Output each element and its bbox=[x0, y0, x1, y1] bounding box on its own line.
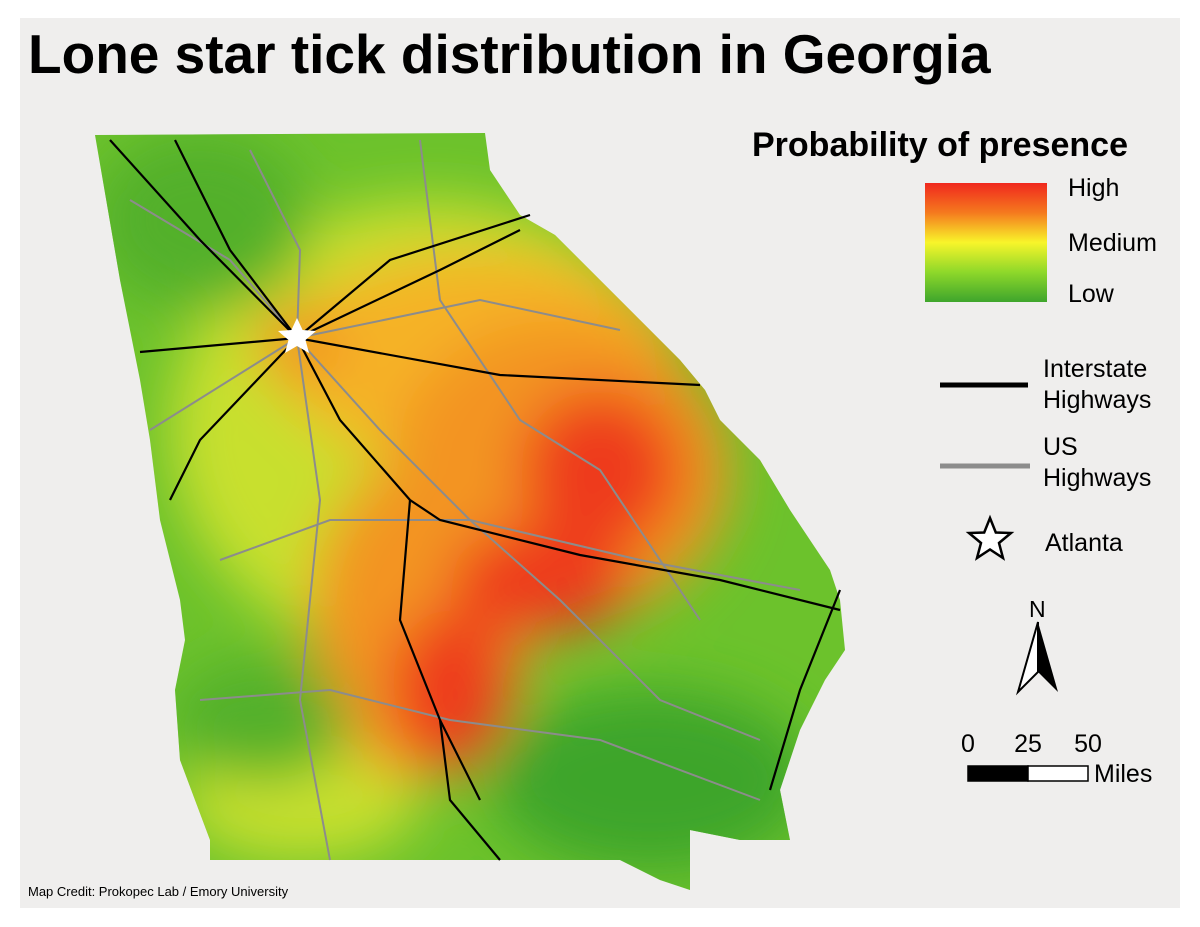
atlanta-star bbox=[278, 318, 316, 353]
us-highways bbox=[129, 139, 801, 861]
scale-bar bbox=[967, 765, 1089, 782]
scale-tick-label: 25 bbox=[1014, 730, 1042, 758]
north-arrow-left bbox=[1015, 621, 1039, 696]
north-arrow-right bbox=[1038, 622, 1058, 692]
scale-segment bbox=[967, 765, 1029, 782]
legend-us-label: US Highways bbox=[1043, 433, 1152, 492]
interstate-highways bbox=[109, 139, 842, 861]
north-label: N bbox=[1029, 596, 1046, 622]
legend-low: Low bbox=[1068, 280, 1114, 308]
legend-high: High bbox=[1068, 174, 1120, 202]
legend-medium: Medium bbox=[1068, 229, 1157, 257]
title: Lone star tick distribution in Georgia bbox=[28, 23, 991, 85]
legend-title: Probability of presence bbox=[752, 126, 1128, 164]
scale-segment bbox=[1027, 765, 1089, 782]
legend-atlanta-label: Atlanta bbox=[1045, 529, 1123, 557]
scale-tick-label: 0 bbox=[961, 730, 975, 758]
legend-interstate-label: Interstate Highways bbox=[1043, 355, 1152, 414]
legend-star bbox=[965, 514, 1015, 561]
scale-unit: Miles bbox=[1094, 760, 1153, 788]
scale-tick-label: 50 bbox=[1074, 730, 1102, 758]
legend-gradient bbox=[925, 183, 1047, 302]
credit: Map Credit: Prokopec Lab / Emory Univers… bbox=[28, 884, 289, 899]
